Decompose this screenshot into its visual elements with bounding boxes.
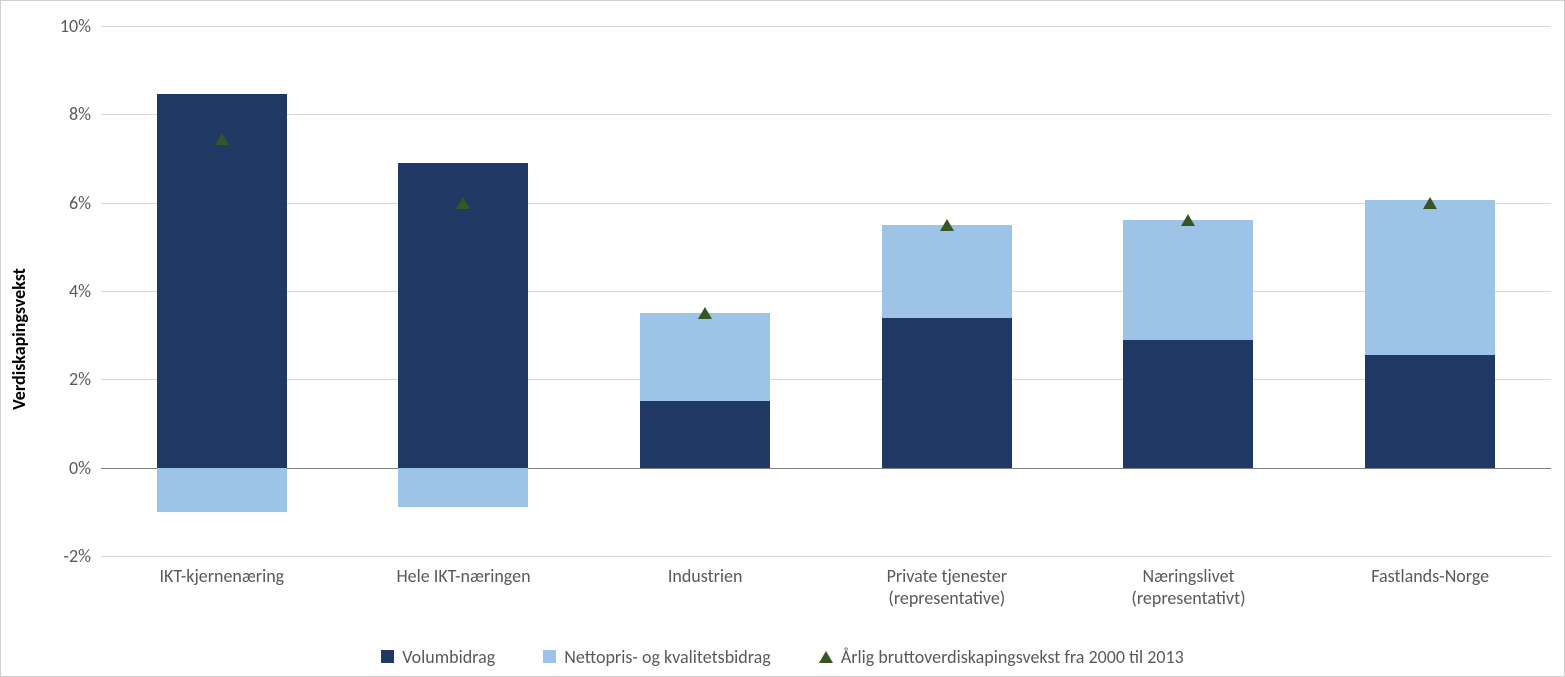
legend-item-marker: Årlig bruttoverdiskapingsvekst fra 2000 … [819,646,1184,668]
bar-stack [882,26,1012,556]
legend: Volumbidrag Nettopris- og kvalitetsbidra… [1,646,1564,669]
bar-segment-volum [157,94,287,467]
chart-container: Verdiskapingsvekst -2%0%2%4%6%8%10% IKT-… [0,0,1565,677]
y-tick-label: 4% [69,280,91,302]
x-tick-label: Hele IKT-næringen [396,566,530,588]
bar-stack [640,26,770,556]
marker-triangle-icon [940,219,954,231]
bar-segment-volum [1365,355,1495,468]
category [584,26,826,556]
x-axis-labels: IKT-kjernenæring Hele IKT-næringen Industr… [101,566,1551,626]
category [1309,26,1551,556]
legend-label-marker: Årlig bruttoverdiskapingsvekst fra 2000 … [841,646,1184,668]
bar-stack [1123,26,1253,556]
y-axis-label: Verdiskapingsvekst [8,268,30,410]
bar-stack [157,26,287,556]
bar-segment-netto [398,468,528,508]
x-tick-label: Fastlands-Norge [1371,566,1489,588]
category [101,26,343,556]
bar-segment-volum [882,318,1012,468]
bar-stack [1365,26,1495,556]
legend-triangle-icon [819,651,833,663]
category [1068,26,1310,556]
marker-triangle-icon [1181,214,1195,226]
bar-segment-volum [1123,340,1253,468]
legend-item-volum: Volumbidrag [381,646,495,668]
y-tick-label: 8% [69,103,91,125]
y-tick-label: 10% [60,15,91,37]
y-tick-label: 6% [69,192,91,214]
legend-swatch-netto [543,650,556,663]
bar-segment-netto [640,313,770,401]
y-tick-label: -2% [63,545,91,567]
marker-triangle-icon [215,133,229,145]
marker-triangle-icon [456,197,470,209]
y-tick-label: 2% [69,368,91,390]
marker-triangle-icon [698,307,712,319]
legend-item-netto: Nettopris- og kvalitetsbidrag [543,646,770,668]
bar-segment-netto [882,225,1012,318]
bar-segment-volum [640,401,770,467]
legend-label-netto: Nettopris- og kvalitetsbidrag [564,646,770,668]
legend-label-volum: Volumbidrag [402,646,495,668]
bar-segment-netto [1123,220,1253,339]
x-tick-label: Næringslivet(representativt) [1131,566,1245,609]
category [343,26,585,556]
x-tick-label: IKT-kjernenæring [160,566,285,588]
legend-swatch-volum [381,650,394,663]
bar-segment-netto [157,468,287,512]
marker-triangle-icon [1423,197,1437,209]
plot-area: -2%0%2%4%6%8%10% [101,26,1551,556]
grid-line [101,556,1551,557]
bar-segment-netto [1365,200,1495,355]
category [826,26,1068,556]
x-tick-label: Industrien [668,566,743,588]
y-tick-label: 0% [69,457,91,479]
x-tick-label: Private tjenester(representative) [887,566,1008,609]
bar-stack [398,26,528,556]
